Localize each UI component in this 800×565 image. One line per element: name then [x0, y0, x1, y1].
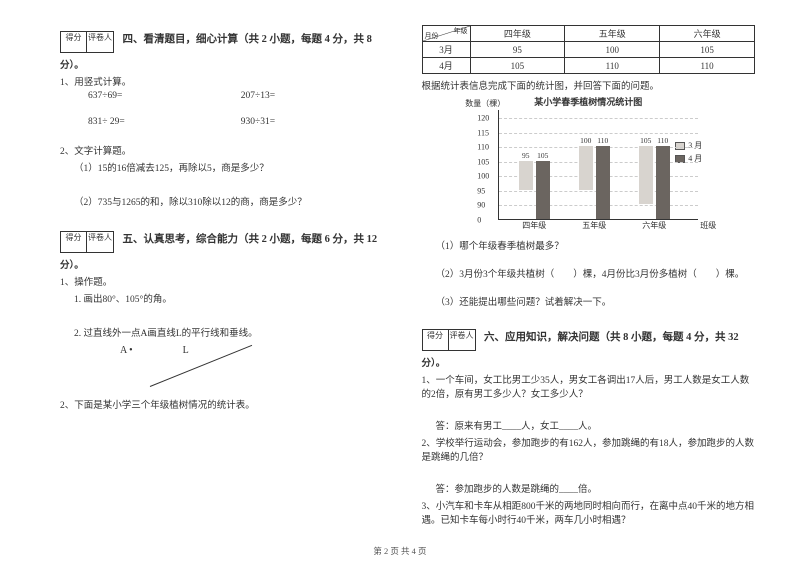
- score-label: 得分: [423, 330, 449, 350]
- data-table: 年级 月份 四年级 五年级 六年级 3月 95 100 105 4月 105 1…: [422, 25, 756, 74]
- section-4-title: 四、看清题目，细心计算（共 2 小题，每题 4 分，共 8: [123, 34, 372, 45]
- app-q3: 3、小汽车和卡车从相距800千米的两地同时相向而行，在离中点40千米的地方相遇。…: [422, 498, 756, 526]
- section-4-header: 得分 评卷人 四、看清题目，细心计算（共 2 小题，每题 4 分，共 8: [60, 31, 394, 53]
- calc-1b: 207÷13=: [241, 91, 394, 101]
- q4-2: 2、文字计算题。: [60, 143, 394, 157]
- q4-2-2: （2）735与1265的和，除以310除以12的商，商是多少？: [74, 194, 394, 208]
- r1c0: 105: [470, 58, 565, 74]
- section-5-title: 五、认真思考，综合能力（共 2 小题，每题 6 分，共 12: [123, 234, 378, 245]
- calc-row-2: 831÷ 29= 930÷31=: [88, 117, 394, 127]
- app-q2: 2、学校举行运动会，参加跑步的有162人，参加跳绳的有18人，参加跑步的人数是跳…: [422, 435, 756, 463]
- row-1-m: 4月: [422, 58, 470, 74]
- q4-2-1: （1）15的16倍减去125，再除以5，商是多少？: [74, 160, 394, 174]
- diag-bot: 月份: [425, 31, 439, 41]
- calc-1a: 637÷69=: [88, 91, 241, 101]
- point-line-labels: A • L: [120, 345, 394, 356]
- app-q2-ans: 答：参加跑步的人数是跳绳的____倍。: [436, 481, 756, 495]
- col-h-2: 六年级: [660, 26, 755, 42]
- section-4-fen: 分）。: [60, 61, 84, 71]
- r0c1: 100: [565, 42, 660, 58]
- q5-1: 1、操作题。: [60, 274, 394, 288]
- score-box: 得分 评卷人: [60, 31, 114, 53]
- score-box: 得分 评卷人: [60, 231, 114, 253]
- score-label: 得分: [61, 232, 87, 252]
- calc-row-1: 637÷69= 207÷13=: [88, 91, 394, 101]
- r0c2: 105: [660, 42, 755, 58]
- legend-mar: 3 月: [688, 140, 702, 151]
- q5-1-2: 2. 过直线外一点A画直线L的平行线和垂线。: [74, 325, 394, 339]
- calc-2a: 831÷ 29=: [88, 117, 241, 127]
- col-h-0: 四年级: [470, 26, 565, 42]
- col-h-1: 五年级: [565, 26, 660, 42]
- chart-q1: （1）哪个年级春季植树最多？: [436, 238, 756, 252]
- r1c1: 110: [565, 58, 660, 74]
- line-L: L: [183, 345, 189, 356]
- section-6-header: 得分 评卷人 六、应用知识，解决问题（共 8 小题，每题 4 分，共 32: [422, 329, 756, 351]
- table-diag-header: 年级 月份: [422, 26, 470, 42]
- bar-chart: 数量（棵） 3 月 4 月 班级 09095100105110115120951…: [498, 110, 698, 220]
- r0c0: 95: [470, 42, 565, 58]
- point-A: A •: [120, 345, 133, 356]
- chart-q2: （2）3月份3个年级共植树（ ）棵，4月份比3月份多植树（ ）棵。: [436, 266, 756, 280]
- right-column: 年级 月份 四年级 五年级 六年级 3月 95 100 105 4月 105 1…: [422, 25, 756, 525]
- q5-1-1: 1. 画出80°、105°的角。: [74, 291, 394, 305]
- q4-1: 1、用竖式计算。: [60, 74, 394, 88]
- r1c2: 110: [660, 58, 755, 74]
- grader-label: 评卷人: [449, 330, 475, 350]
- page-footer: 第 2 页 共 4 页: [0, 545, 800, 557]
- section-5-header: 得分 评卷人 五、认真思考，综合能力（共 2 小题，每题 6 分，共 12: [60, 231, 394, 253]
- calc-2b: 930÷31=: [241, 117, 394, 127]
- x-axis-label: 班级: [700, 220, 716, 231]
- section-5-fen: 分）。: [60, 261, 84, 271]
- left-column: 得分 评卷人 四、看清题目，细心计算（共 2 小题，每题 4 分，共 8 分）。…: [60, 25, 394, 525]
- score-label: 得分: [61, 32, 87, 52]
- grader-label: 评卷人: [87, 32, 113, 52]
- app-q1-ans: 答：原来有男工____人，女工____人。: [436, 418, 756, 432]
- grader-label: 评卷人: [87, 232, 113, 252]
- app-q1: 1、一个车间，女工比男工少35人，男女工各调出17人后，男工人数是女工人数的2倍…: [422, 372, 756, 400]
- y-label: 数量（棵）: [465, 98, 505, 109]
- section-6-title: 六、应用知识，解决问题（共 8 小题，每题 4 分，共 32: [484, 332, 739, 343]
- q5-2: 2、下面是某小学三个年级植树情况的统计表。: [60, 397, 394, 411]
- chart-q3: （3）还能提出哪些问题？试着解决一下。: [436, 294, 756, 308]
- score-box: 得分 评卷人: [422, 329, 476, 351]
- chart-wrap: 某小学春季植树情况统计图 数量（棵） 3 月 4 月 班级 0909510010…: [468, 95, 708, 234]
- row-0-m: 3月: [422, 42, 470, 58]
- chart-intro: 根据统计表信息完成下面的统计图，并回答下面的问题。: [422, 78, 756, 92]
- diag-top: 年级: [454, 26, 468, 36]
- section-6-fen: 分）。: [422, 359, 446, 369]
